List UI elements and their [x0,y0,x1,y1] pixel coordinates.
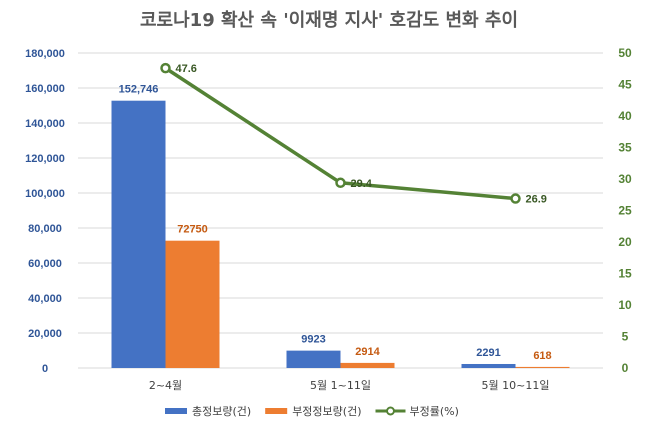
rate-value-label: 29.4 [351,178,373,190]
bar-value-label: 2291 [476,347,500,359]
right-tick-label: 10 [618,298,632,312]
right-tick-label: 35 [618,141,632,155]
left-axis: 0 20,000 40,000 60,000 80,000 100,000 120,000 1… [25,48,65,375]
right-tick-label: 0 [622,361,629,375]
legend-swatch [165,408,187,414]
bar [286,350,341,368]
legend-label: 부정정보량(건) [292,405,361,418]
legend-label: 총정보량(건) [192,405,251,418]
legend-marker [386,406,395,416]
category-labels: 2~4월 5월 1~11일 5월 10~11일 [149,378,550,392]
left-tick-label: 0 [42,363,48,375]
left-tick-label: 140,000 [25,118,65,130]
left-tick-label: 20,000 [28,328,62,340]
category-label: 5월 10~11일 [482,378,550,392]
left-tick-label: 120,000 [25,153,65,165]
left-tick-label: 180,000 [25,48,65,60]
left-tick-label: 40,000 [28,293,62,305]
right-tick-label: 50 [618,46,632,60]
rate-point [510,193,521,204]
rate-point [160,62,171,74]
left-tick-label: 160,000 [25,83,65,95]
rate-line: 47.6 29.4 26.9 [160,62,547,206]
bar [461,363,516,368]
rate-point [335,177,346,189]
right-tick-label: 25 [618,204,632,218]
bar-value-label: 72750 [177,224,208,236]
bar [515,366,570,368]
right-tick-label: 15 [618,267,632,281]
bar-value-label: 9923 [301,334,325,346]
right-axis: 0 5 10 15 20 25 30 35 40 45 50 [618,46,632,375]
bar-value-label: 152,746 [119,84,159,96]
right-tick-label: 20 [618,235,632,249]
category-label: 5월 1~11일 [310,378,371,392]
right-tick-label: 40 [618,109,632,123]
bar [340,362,395,368]
left-tick-label: 100,000 [25,188,65,200]
left-tick-label: 60,000 [28,258,62,270]
right-tick-label: 5 [622,330,629,344]
category-label: 2~4월 [149,379,182,392]
bar-value-label: 2914 [355,346,380,358]
legend: 총정보량(건) 부정정보량(건) 부정률(%) [165,405,459,418]
left-tick-label: 80,000 [28,223,62,235]
bar [165,240,220,368]
chart-title: 코로나19 확산 속 '이재명 지사' 호감도 변화 추이 [140,10,518,31]
bars: 152,746 72750 9923 2914 2291 618 [111,84,570,368]
legend-swatch [265,408,288,414]
right-tick-label: 45 [618,78,632,92]
rate-value-label: 26.9 [526,194,547,206]
rate-value-label: 47.6 [176,63,197,75]
bar [111,100,166,368]
bar-value-label: 618 [533,350,551,362]
legend-label: 부정률(%) [410,405,459,418]
right-tick-label: 30 [618,172,632,186]
